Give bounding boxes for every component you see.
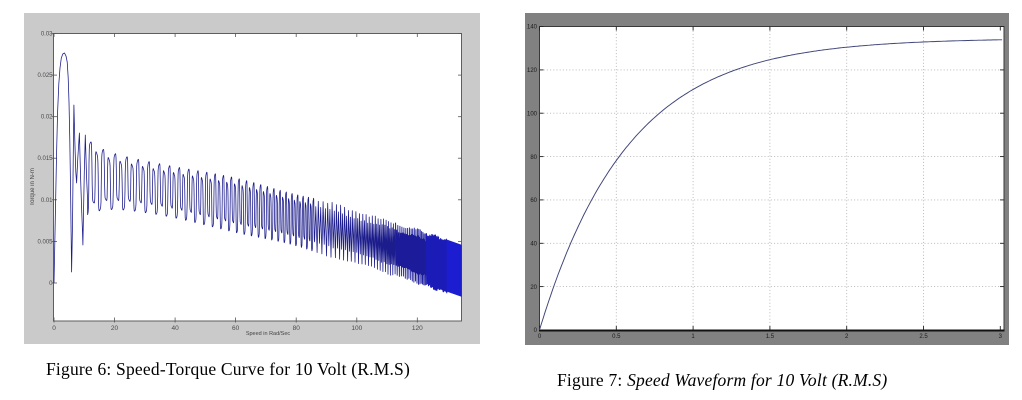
svg-text:100: 100 (351, 325, 362, 332)
svg-text:0: 0 (534, 328, 538, 334)
svg-text:0.5: 0.5 (612, 334, 621, 340)
svg-text:60: 60 (530, 198, 537, 204)
svg-text:Torque in N-m: Torque in N-m (30, 168, 36, 206)
svg-text:0: 0 (49, 281, 53, 287)
svg-text:1: 1 (691, 334, 695, 340)
svg-text:60: 60 (232, 325, 240, 332)
svg-text:40: 40 (530, 242, 537, 248)
svg-text:0.02: 0.02 (41, 115, 53, 121)
svg-text:140: 140 (527, 25, 538, 31)
svg-text:80: 80 (293, 325, 301, 332)
svg-text:0: 0 (52, 325, 56, 332)
svg-text:20: 20 (111, 325, 119, 332)
svg-text:Speed in Rad/Sec: Speed in Rad/Sec (246, 331, 291, 337)
svg-text:80: 80 (530, 155, 537, 161)
svg-text:100: 100 (527, 111, 538, 117)
svg-text:0.03: 0.03 (41, 32, 53, 38)
svg-text:1.5: 1.5 (766, 334, 775, 340)
svg-text:0: 0 (538, 334, 542, 340)
svg-text:20: 20 (530, 285, 537, 291)
svg-text:0.025: 0.025 (37, 73, 53, 79)
svg-text:120: 120 (527, 68, 538, 74)
svg-text:0.005: 0.005 (37, 239, 53, 245)
svg-text:0.01: 0.01 (41, 198, 53, 204)
svg-text:3: 3 (999, 334, 1003, 340)
svg-text:40: 40 (171, 325, 179, 332)
svg-text:2: 2 (845, 334, 849, 340)
svg-text:0.015: 0.015 (37, 156, 53, 162)
svg-text:2.5: 2.5 (919, 334, 928, 340)
svg-text:120: 120 (412, 325, 423, 332)
